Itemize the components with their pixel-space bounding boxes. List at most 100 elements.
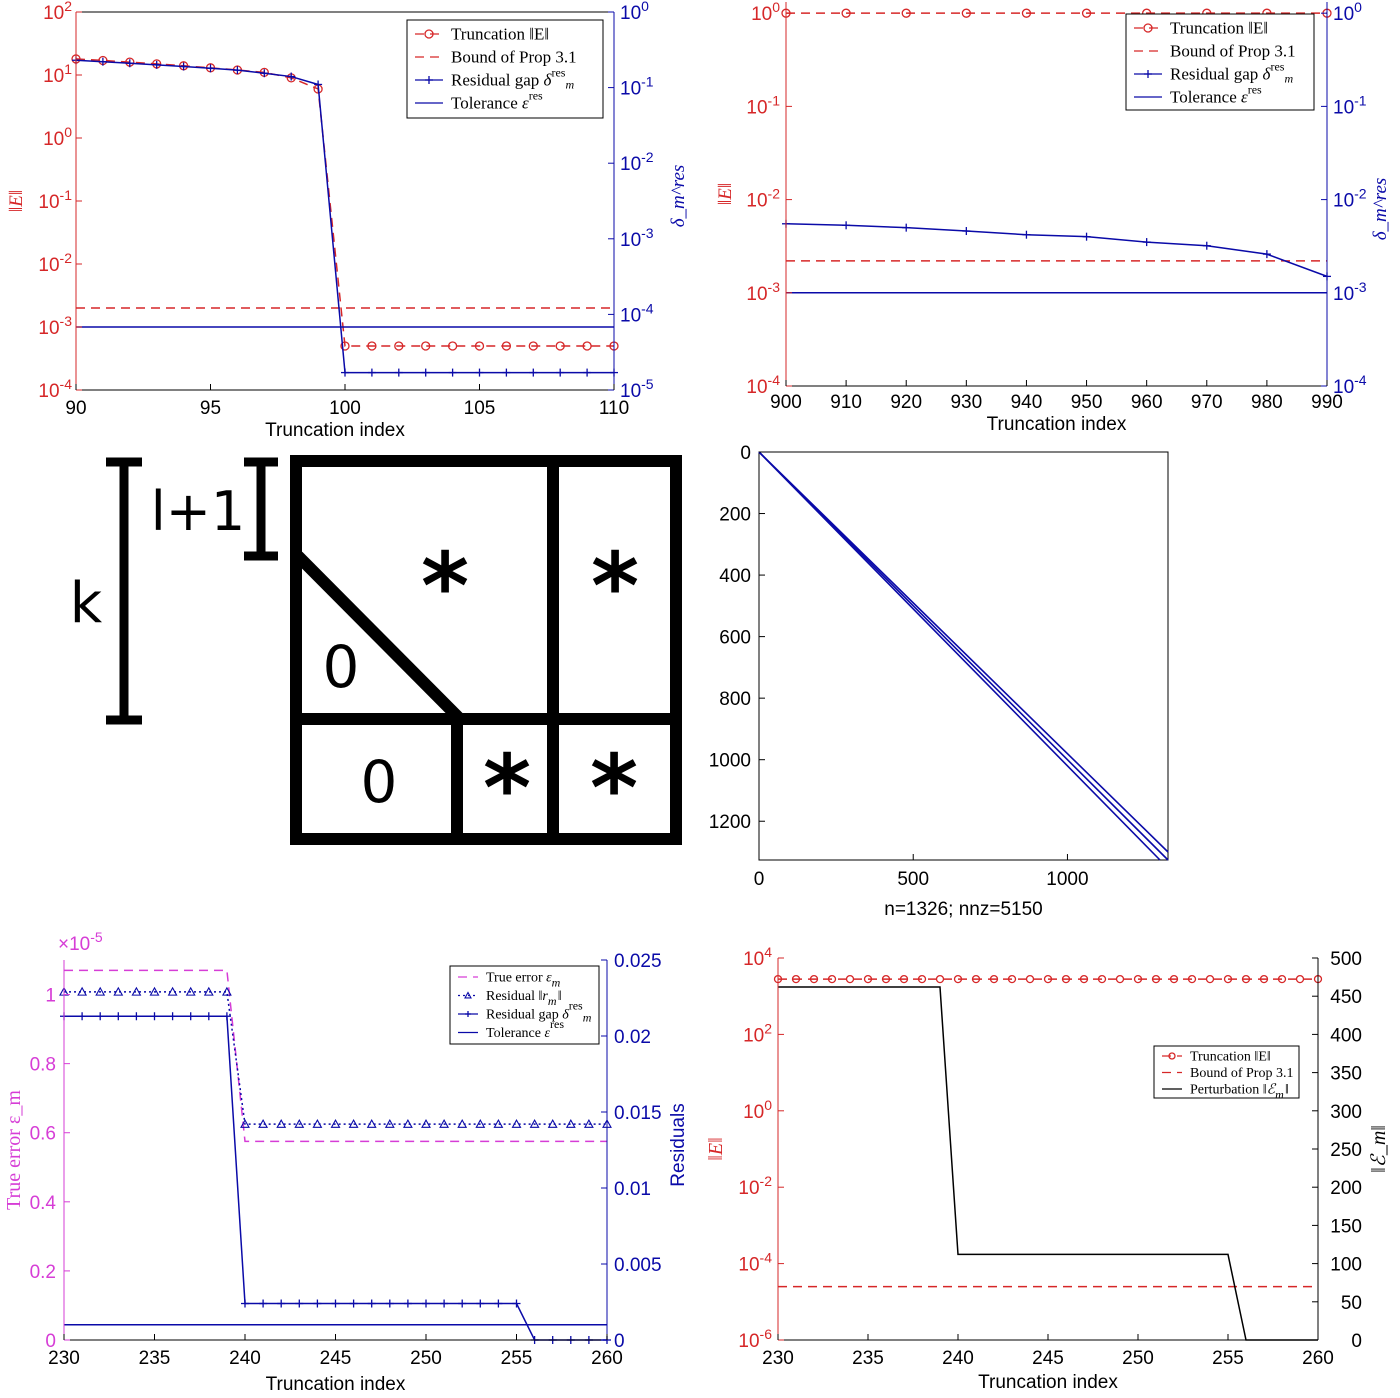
x-tick-label: 250	[1122, 1348, 1154, 1369]
x-tick-label: 980	[1251, 392, 1283, 413]
legend-label: Residual gap δresm	[451, 66, 576, 92]
x-tick-label: 260	[1302, 1348, 1334, 1369]
legend-label: Truncation ‖E‖	[1190, 1050, 1271, 1065]
circle-marker	[474, 341, 485, 351]
legend-label: True error εm	[486, 971, 562, 990]
triangle-marker	[565, 1119, 576, 1128]
y-tick-label-right: 200	[1330, 1178, 1362, 1199]
circle-marker	[1097, 974, 1107, 984]
circle-marker	[1205, 974, 1215, 984]
triangle-marker	[312, 1119, 323, 1128]
triangle-marker	[330, 1119, 341, 1128]
x-axis-label: Truncation index	[265, 420, 405, 441]
triangle-marker	[185, 986, 196, 996]
circle-marker	[791, 974, 801, 984]
legend-label: Truncation ‖E‖	[451, 25, 549, 44]
x-axis-label: Truncation index	[266, 1374, 406, 1395]
legend-label: Truncation ‖E‖	[1170, 19, 1268, 38]
x-tick-label: 900	[770, 392, 802, 413]
circle-marker	[1007, 974, 1017, 984]
circle-marker	[1168, 1052, 1176, 1060]
y-tick-label-right: 350	[1330, 1064, 1362, 1085]
superdiagonal-band	[758, 451, 1161, 861]
triangle-marker	[167, 986, 178, 996]
legend-label: Residual gap δresm	[1170, 60, 1295, 86]
y-tick-label-right: 0.005	[614, 1255, 662, 1276]
y-tick-label-right: 0.025	[614, 951, 662, 972]
y-tick-label: 1000	[709, 751, 751, 772]
circle-marker	[1277, 974, 1287, 984]
y-tick-label-right: 10-5	[620, 376, 654, 402]
chart-truncation-error-top-left: 10-4 10-3 10-2 10-1 100 101 102 10-5 10-4 10-3 10-…	[6, 0, 689, 441]
triangle-marker	[366, 1119, 377, 1128]
triangle-marker	[131, 986, 142, 996]
y-tick-label-left: 10-4	[38, 376, 72, 402]
left-axis-multiplier: ×10-5	[58, 929, 103, 955]
y-tick-label-right: 0	[1351, 1331, 1362, 1352]
x-tick-label: 105	[464, 398, 496, 419]
y-tick-label-left: 10-1	[38, 187, 72, 213]
y-tick-label-left: 10-2	[38, 250, 72, 276]
dimension-bar-k	[106, 457, 142, 725]
y-tick-label-left: 10-3	[38, 313, 72, 339]
y-axis-label-left: ‖E‖	[715, 183, 736, 205]
y-axis-label-right: δ_m^res	[1370, 178, 1391, 241]
y-tick-label-right: 0.02	[614, 1027, 651, 1048]
circle-marker	[424, 29, 434, 39]
circle-marker	[1169, 974, 1179, 984]
triangle-marker	[464, 991, 472, 999]
x-tick-label: 230	[48, 1348, 80, 1369]
y-tick-label-right: 400	[1330, 1025, 1362, 1046]
y-tick-label: 800	[719, 689, 751, 710]
legend-box	[1125, 13, 1315, 111]
y-tick-label-left: 0	[45, 1331, 56, 1352]
x-tick-label: 930	[950, 392, 982, 413]
x-tick-label: 260	[591, 1348, 623, 1369]
circle-marker	[841, 8, 851, 18]
legend-label: Tolerance εres	[486, 1017, 565, 1041]
circle-marker	[394, 341, 404, 351]
y-tick-label-left: 10-4	[746, 372, 780, 398]
circle-marker	[528, 341, 538, 351]
y-tick-label-right: 500	[1330, 949, 1362, 970]
y-axis-label-left: ‖E‖	[705, 1137, 727, 1160]
circle-marker	[447, 341, 458, 351]
legend-label: Residual gap δresm	[486, 999, 593, 1025]
y-tick-label-right: 0.015	[614, 1103, 662, 1124]
triangle-marker	[348, 1119, 359, 1128]
triangle-marker	[457, 1119, 468, 1128]
x-tick-label: 240	[942, 1348, 974, 1369]
y-tick-label-left: 0.6	[30, 1124, 56, 1145]
y-tick-label-left: 10-6	[738, 1326, 772, 1352]
legend-label: Tolerance εres	[451, 89, 544, 113]
x-axis-label: Truncation index	[987, 414, 1127, 435]
triangle-marker	[113, 986, 124, 996]
subdiagonal-band	[758, 451, 1169, 853]
triangle-marker	[421, 1119, 431, 1128]
y-tick-label-right: 250	[1330, 1140, 1362, 1161]
y-tick-label-left: 10-2	[746, 186, 780, 212]
y-tick-label-right: 150	[1330, 1216, 1362, 1237]
circle-marker	[582, 341, 592, 351]
triangle-marker	[276, 1119, 287, 1128]
circle-marker	[1025, 974, 1035, 984]
x-tick-label: 235	[852, 1348, 884, 1369]
triangle-marker	[95, 986, 106, 996]
x-tick-label: 910	[830, 392, 862, 413]
circle-marker	[917, 974, 927, 984]
triangle-marker	[203, 986, 214, 996]
triangle-marker	[583, 1119, 594, 1128]
circle-marker	[1079, 974, 1089, 984]
x-tick-label: 920	[890, 392, 922, 413]
circle-marker	[1081, 8, 1092, 18]
triangle-marker	[439, 1119, 450, 1128]
x-tick-label: 250	[410, 1348, 442, 1369]
x-tick-label: 230	[762, 1348, 794, 1369]
y-tick-label-left: 10-2	[738, 1173, 772, 1199]
y-tick-label-right: 300	[1330, 1102, 1362, 1123]
block-bottom-middle-star: *	[483, 735, 531, 842]
legend-label: Residual ‖rm ‖	[486, 989, 562, 1008]
y-tick-label-left: 102	[743, 1020, 772, 1046]
y-axis-label-right: Residuals	[668, 1103, 689, 1186]
